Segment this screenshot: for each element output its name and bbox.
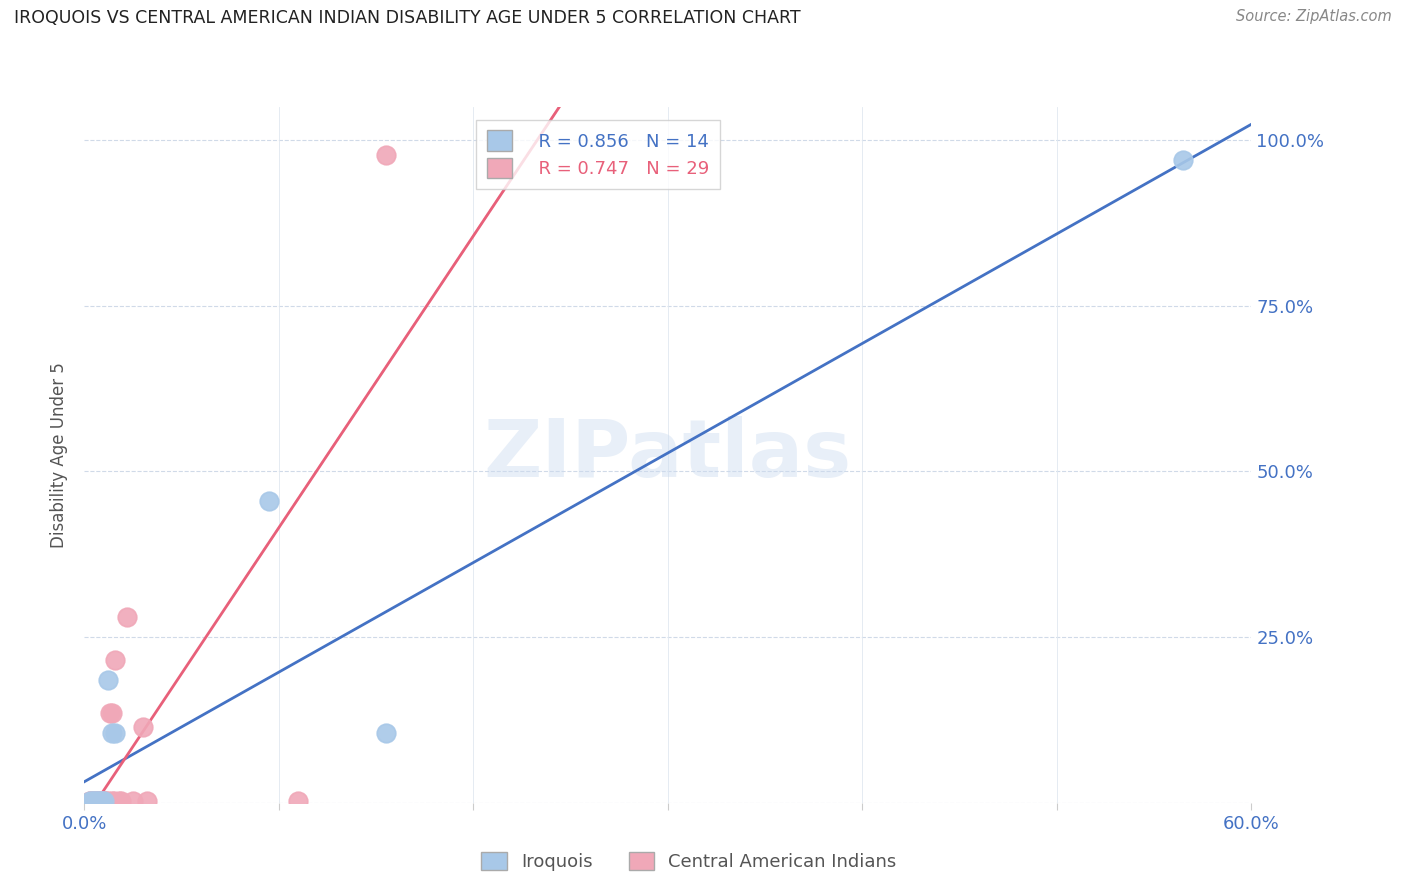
Point [89, 794, 111, 808]
Point [79, 794, 101, 808]
Text: ZIPatlas: ZIPatlas [484, 416, 852, 494]
Point [97, 673, 120, 688]
Text: Source: ZipAtlas.com: Source: ZipAtlas.com [1236, 9, 1392, 24]
Point [374, 147, 396, 161]
Point [93, 794, 115, 808]
Point [83, 794, 105, 808]
Point [84, 794, 107, 808]
Point [79, 794, 101, 808]
Point [87, 794, 110, 808]
Point [89, 794, 111, 808]
Point [90, 794, 112, 808]
Point [89, 794, 111, 808]
Point [104, 726, 127, 740]
Point [82, 794, 104, 808]
Text: IROQUOIS VS CENTRAL AMERICAN INDIAN DISABILITY AGE UNDER 5 CORRELATION CHART: IROQUOIS VS CENTRAL AMERICAN INDIAN DISA… [14, 9, 800, 27]
Point [104, 653, 127, 667]
Point [87, 794, 110, 808]
Point [93, 794, 115, 808]
Point [97, 794, 120, 808]
Legend: Iroquois, Central American Indians: Iroquois, Central American Indians [474, 845, 904, 879]
Point [98, 706, 121, 721]
Point [87, 794, 110, 808]
Point [82, 794, 104, 808]
Point [374, 726, 396, 740]
Point [79, 794, 101, 808]
Point [100, 706, 122, 721]
Legend:   R = 0.856   N = 14,   R = 0.747   N = 29: R = 0.856 N = 14, R = 0.747 N = 29 [477, 120, 720, 189]
Point [89, 794, 111, 808]
Point [110, 794, 132, 808]
Point [90, 794, 112, 808]
Point [94, 794, 117, 808]
Point [100, 726, 122, 740]
Point [1173, 153, 1195, 167]
Point [83, 794, 105, 808]
Point [90, 794, 112, 808]
Point [287, 794, 309, 808]
Point [257, 494, 280, 508]
Point [84, 794, 107, 808]
Point [103, 794, 125, 808]
Point [122, 794, 145, 808]
Point [135, 794, 157, 808]
Point [93, 794, 115, 808]
Y-axis label: Disability Age Under 5: Disability Age Under 5 [51, 362, 69, 548]
Point [132, 720, 155, 734]
Point [115, 610, 138, 624]
Point [100, 794, 122, 808]
Point [108, 794, 131, 808]
